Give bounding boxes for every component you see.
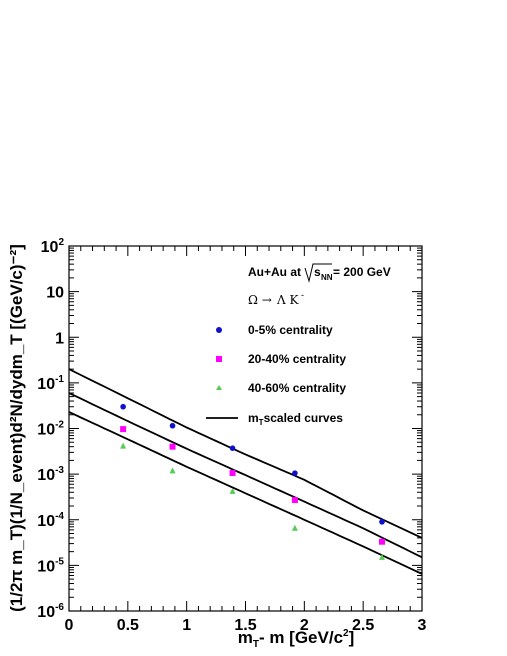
y-tick-labels: 102 10 1 10-1 10-2 10-3 10-4 10-5 10-6	[37, 237, 64, 621]
data-point-triangle	[169, 467, 176, 474]
data-point-square	[229, 469, 236, 476]
y-tick-label: 10-4	[37, 511, 64, 530]
data-point-square	[291, 497, 298, 504]
legend-marker-0-5	[216, 327, 222, 333]
y-axis-title: (1/2π m_T)(1/N_event)d²N/dydm_T [(GeV/c)…	[7, 244, 26, 612]
legend-label-curves: mTscaled curves	[248, 411, 343, 427]
data-point-circle	[379, 519, 385, 525]
decay-omega: Ω →	[248, 293, 272, 307]
legend-marker-20-40	[216, 356, 222, 362]
x-tick-label: 2.5	[352, 617, 374, 634]
data-point-circle	[229, 445, 236, 452]
data-point-square	[169, 443, 176, 450]
energy-annotation: = 200 GeV	[333, 265, 391, 279]
data-point-triangle	[378, 553, 385, 560]
decay-products: Λ K	[276, 293, 299, 307]
legend-label-40-60: 40-60% centrality	[248, 381, 346, 395]
y-tick-label: 102	[41, 237, 65, 256]
data-points	[120, 403, 385, 560]
x-tick-label: 3	[418, 617, 427, 634]
y-tick-label: 10	[46, 285, 64, 302]
x-tick-label: 0	[65, 617, 74, 634]
x-tick-label: 1.5	[234, 617, 256, 634]
data-point-square	[120, 426, 127, 433]
x-tick-label: 0.5	[117, 617, 139, 634]
data-point-triangle	[291, 524, 298, 531]
y-tick-label: 1	[55, 330, 64, 347]
mt-scaled-curves	[68, 368, 423, 575]
sqrt-subscript: NN	[321, 273, 333, 282]
scaled-curve	[68, 368, 423, 539]
legend-label-0-5: 0-5% centrality	[248, 323, 333, 337]
data-point-triangle	[120, 442, 127, 449]
scaled-curve	[68, 392, 423, 559]
x-tick-labels: 0 0.5 1 1.5 2 2.5 3	[65, 617, 427, 634]
y-tick-label: 10-5	[37, 556, 64, 575]
decay-superscript: -	[301, 290, 304, 300]
x-tick-label: 1	[182, 617, 191, 634]
data-point-triangle	[229, 487, 236, 494]
data-point-circle	[120, 403, 126, 410]
y-tick-label: 10-3	[37, 465, 64, 484]
x-axis-title: mT- m [GeV/c2]	[238, 628, 355, 650]
sqrt-symbol	[304, 263, 332, 283]
scaled-curve	[68, 411, 423, 575]
svg-text:s: s	[314, 265, 321, 279]
sqrt-s: s	[314, 265, 321, 279]
data-point-circle	[169, 422, 176, 429]
y-tick-label: 10-1	[37, 374, 64, 393]
data-point-circle	[292, 470, 298, 476]
x-tick-label: 2	[300, 617, 309, 634]
system-annotation: Au+Au at	[248, 265, 301, 279]
legend: 0-5% centrality 20-40% centrality 40-60%…	[206, 323, 346, 427]
legend-label-20-40: 20-40% centrality	[248, 352, 346, 366]
legend-marker-40-60	[216, 385, 222, 390]
y-tick-label: 10-2	[37, 420, 64, 439]
y-tick-label: 10-6	[37, 602, 64, 621]
data-point-square	[378, 538, 385, 545]
axis-ticks	[68, 245, 423, 612]
